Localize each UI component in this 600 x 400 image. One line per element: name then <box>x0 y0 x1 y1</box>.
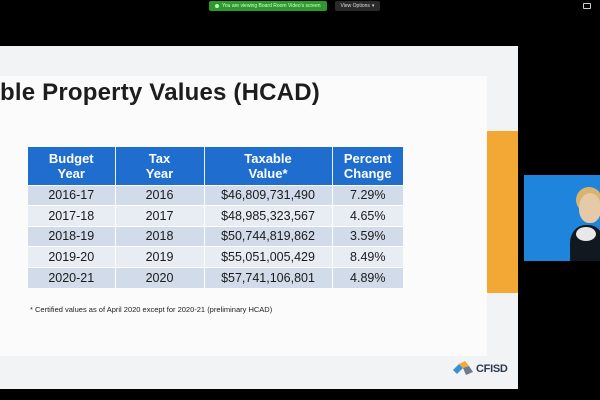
view-options-button[interactable]: View Options ▾ <box>334 0 381 11</box>
cell-tax-year: 2019 <box>115 246 205 267</box>
screen-share-toolbar: You are viewing Board Room Video's scree… <box>209 0 381 11</box>
cell-budget-year: 2018-19 <box>28 225 116 247</box>
cell-taxable-value: $55,051,005,429 <box>204 246 333 267</box>
table-header-row: Budget Year Tax Year Taxable Value* Perc… <box>28 147 403 185</box>
chevron-down-icon: ▾ <box>371 2 375 9</box>
table-footnote: * Certified values as of April 2020 exce… <box>30 305 273 314</box>
cell-percent-change: 4.89% <box>332 266 403 288</box>
table-row: 2020-21 2020 $57,741,106,801 4.89% <box>28 266 403 288</box>
cell-taxable-value: $48,985,323,567 <box>204 205 333 226</box>
cell-tax-year: 2020 <box>115 266 205 288</box>
sharing-indicator: You are viewing Board Room Video's scree… <box>209 0 327 11</box>
logo-text: CFISD <box>476 363 508 375</box>
table-row: 2019-20 2019 $55,051,005,429 8.49% <box>28 246 403 267</box>
header-taxable-value: Taxable Value* <box>204 147 333 185</box>
window-restore-icon[interactable] <box>583 3 591 9</box>
cell-tax-year: 2018 <box>115 225 205 247</box>
cell-taxable-value: $57,741,106,801 <box>204 266 333 288</box>
cell-taxable-value: $50,744,819,862 <box>204 225 333 247</box>
view-options-label: View Options <box>340 2 370 9</box>
shared-slide: ble Property Values (HCAD) Budget Year T… <box>0 46 518 389</box>
participant-collar <box>576 227 596 241</box>
accent-bar <box>487 131 518 293</box>
sharing-dot-icon <box>215 3 219 8</box>
table-row: 2017-18 2017 $48,985,323,567 4.65% <box>28 205 403 226</box>
header-percent-change: Percent Change <box>332 147 403 185</box>
cell-tax-year: 2016 <box>115 184 205 206</box>
cell-percent-change: 8.49% <box>332 246 403 267</box>
table-row: 2018-19 2018 $50,744,819,862 3.59% <box>28 225 403 247</box>
header-tax-year: Tax Year <box>115 147 205 185</box>
cell-taxable-value: $46,809,731,490 <box>204 184 333 206</box>
cell-budget-year: 2016-17 <box>28 184 116 206</box>
cell-tax-year: 2017 <box>115 205 205 226</box>
cell-percent-change: 3.59% <box>332 225 403 247</box>
property-values-table: Budget Year Tax Year Taxable Value* Perc… <box>28 147 403 288</box>
slide-title: ble Property Values (HCAD) <box>0 79 320 106</box>
cfisd-logo-mark-icon <box>453 361 473 375</box>
cell-percent-change: 4.65% <box>332 205 403 226</box>
participant-video-tile[interactable] <box>524 175 600 261</box>
cell-budget-year: 2020-21 <box>28 266 116 288</box>
participant-face <box>579 193 600 223</box>
header-budget-year: Budget Year <box>28 147 116 185</box>
table-row: 2016-17 2016 $46,809,731,490 7.29% <box>28 184 403 206</box>
cfisd-logo: CFISD <box>453 361 508 377</box>
sharing-label: You are viewing Board Room Video's scree… <box>222 2 321 9</box>
cell-budget-year: 2017-18 <box>28 205 116 226</box>
cell-percent-change: 7.29% <box>332 184 403 206</box>
cell-budget-year: 2019-20 <box>28 246 116 267</box>
